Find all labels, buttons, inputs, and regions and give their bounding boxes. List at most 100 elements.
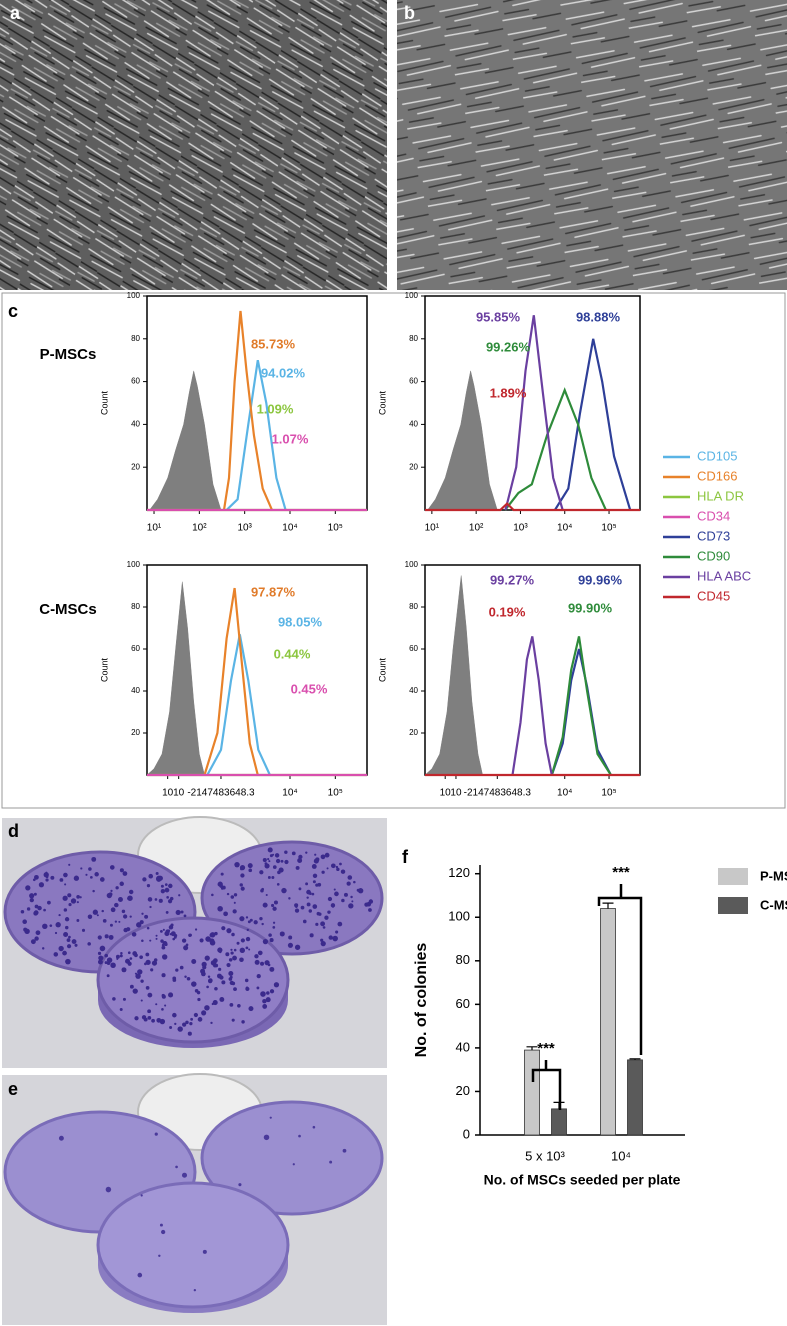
colony — [261, 922, 264, 926]
colony — [226, 928, 232, 934]
colony — [309, 933, 314, 938]
colony — [339, 862, 342, 866]
histogram-line — [222, 310, 274, 511]
photo — [397, 0, 787, 290]
colony — [312, 880, 316, 884]
histogram-line — [504, 315, 564, 511]
colony — [53, 952, 59, 957]
colony — [281, 887, 287, 894]
colony — [150, 968, 154, 972]
colony — [219, 997, 225, 1002]
colony — [217, 905, 223, 912]
colony — [330, 863, 336, 869]
photo — [2, 816, 387, 1068]
colony — [20, 909, 25, 914]
colony — [265, 893, 268, 897]
colony — [305, 851, 308, 854]
colony — [302, 919, 307, 924]
colony — [232, 909, 237, 914]
colony — [226, 962, 231, 968]
colony — [63, 908, 68, 912]
colony — [327, 896, 333, 902]
y-tick-label: 40 — [131, 686, 140, 695]
x-tick-label: 10⁴ — [282, 788, 297, 799]
colony — [34, 936, 39, 941]
colony — [225, 952, 230, 957]
colony — [140, 999, 143, 1002]
colony — [357, 888, 364, 894]
colony — [170, 931, 176, 937]
colony — [239, 947, 245, 953]
colony — [122, 967, 125, 971]
colony — [329, 1160, 333, 1164]
colony — [324, 852, 330, 858]
colony — [315, 857, 320, 862]
colony — [123, 914, 128, 919]
colony — [297, 858, 303, 863]
colony — [149, 905, 152, 909]
colony — [317, 882, 322, 887]
y-tick-label: 60 — [131, 377, 140, 386]
colony — [22, 919, 28, 925]
legend-label: HLA DR — [697, 488, 744, 503]
colony — [298, 887, 302, 891]
colony — [129, 984, 134, 989]
colony — [106, 974, 110, 978]
colony — [265, 997, 271, 1003]
colony — [337, 921, 343, 927]
colony — [49, 924, 53, 928]
y-axis-label: No. of colonies — [413, 943, 430, 1058]
colony — [105, 1186, 112, 1193]
percent-annotation: 94.02% — [261, 365, 306, 380]
colony — [262, 938, 269, 945]
colony — [259, 870, 264, 875]
colony — [172, 937, 176, 941]
colony — [79, 896, 82, 899]
colony — [161, 1008, 164, 1011]
colony — [162, 928, 165, 931]
colony — [298, 1134, 301, 1138]
colony — [201, 961, 207, 967]
colony — [256, 986, 260, 990]
colony — [99, 877, 105, 882]
panel-label: a — [10, 3, 21, 23]
colony — [131, 932, 137, 937]
y-tick-label: 20 — [131, 728, 140, 737]
panel-label: f — [402, 847, 409, 867]
colony — [288, 897, 291, 900]
colony — [115, 954, 120, 959]
colony — [161, 973, 166, 978]
colony — [45, 875, 49, 879]
colony — [68, 935, 71, 939]
colony — [73, 875, 80, 881]
colony — [119, 881, 124, 886]
percent-annotation: 97.87% — [251, 584, 296, 599]
colony — [320, 938, 324, 942]
colony — [120, 951, 123, 955]
colony — [246, 928, 249, 932]
colony — [70, 898, 77, 904]
colony — [308, 892, 312, 895]
colony — [159, 930, 163, 933]
colony — [350, 895, 353, 899]
colony — [247, 920, 251, 924]
histogram-line — [550, 636, 612, 776]
colony — [170, 923, 174, 927]
colony — [210, 1021, 213, 1025]
colony — [320, 854, 326, 860]
colony — [277, 870, 281, 875]
colony — [241, 866, 244, 869]
colony — [231, 1018, 235, 1022]
bar — [627, 1059, 643, 1136]
histogram-area — [427, 370, 498, 511]
colony — [160, 889, 165, 894]
colony — [245, 936, 251, 942]
colony — [108, 934, 114, 940]
colony — [178, 894, 181, 897]
colony — [144, 914, 149, 919]
colony — [185, 943, 189, 947]
x-tick-label: 5 x 10³ — [525, 1148, 565, 1163]
colony — [172, 978, 177, 982]
colony — [260, 961, 265, 966]
colony — [121, 909, 126, 914]
